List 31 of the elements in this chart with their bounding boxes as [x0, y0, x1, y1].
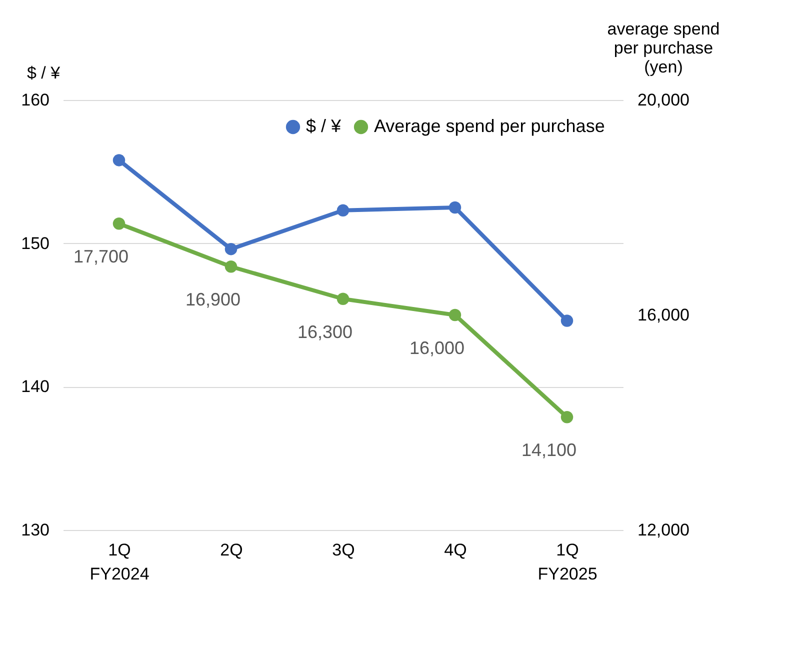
y-axis-title: $ / ¥ — [26, 64, 61, 82]
data-label: 16,300 — [297, 322, 353, 342]
y2-axis-title: average spend per purchase (yen) — [607, 20, 720, 76]
x-tick-label: 3Q — [332, 540, 355, 560]
data-label: 17,700 — [73, 246, 129, 267]
point — [112, 154, 126, 166]
data-label: 16,900 — [185, 290, 241, 310]
point — [224, 260, 238, 273]
y2-tick-label: 20,000 — [638, 90, 690, 110]
point — [448, 201, 462, 214]
data-label: 16,000 — [409, 338, 465, 358]
legend-label: Average spend per purchase — [374, 116, 605, 136]
x-tick-label: 2Q — [220, 540, 243, 560]
x-tick-label: 1Q FY2025 — [538, 540, 598, 584]
data-label: 14,100 — [521, 440, 577, 460]
y-tick-label: 160 — [21, 90, 50, 110]
legend-label: $ / ¥ — [306, 116, 342, 136]
point — [224, 242, 238, 256]
x-tick-label: 1Q FY2024 — [90, 540, 150, 584]
point — [112, 218, 126, 230]
y2-tick-label: 12,000 — [638, 520, 690, 540]
y-tick-label: 150 — [21, 234, 50, 253]
point — [448, 308, 462, 322]
y-tick-label: 140 — [21, 377, 50, 396]
y2-tick-label: 16,000 — [638, 306, 690, 324]
y-tick-label: 130 — [21, 520, 50, 540]
point — [560, 314, 574, 327]
point — [560, 411, 574, 424]
point — [336, 292, 350, 305]
x-tick-label: 4Q — [444, 540, 467, 560]
point — [336, 204, 350, 216]
